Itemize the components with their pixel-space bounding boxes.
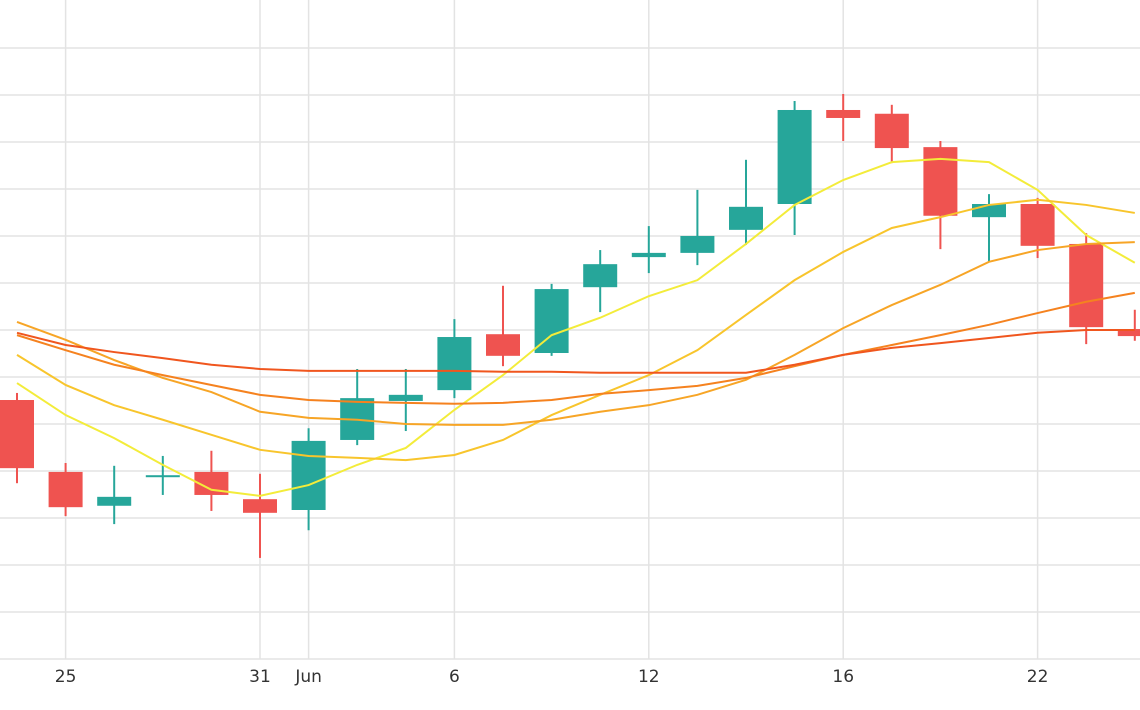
moving-average-line [16,328,1135,374]
candle-body [194,471,229,495]
moving-average-line [16,198,1135,462]
candle-body [1117,329,1140,337]
candle-body [680,235,715,253]
candle-body [243,499,277,513]
candle-body [583,264,618,288]
candle-body [97,496,132,506]
x-tick-label: 25 [55,667,77,687]
candle-body [145,475,180,478]
candle-body [291,440,326,510]
x-tick-label: 16 [832,667,854,687]
candle-body [388,394,423,401]
candle-body [48,471,83,508]
x-tick-label: 12 [638,667,660,687]
candle-body [826,109,861,118]
candle-body [486,334,520,356]
candle-body [0,400,34,469]
candle-body [1020,203,1055,246]
candle-body [777,109,812,204]
moving-average-line [16,241,1135,426]
candle-body [437,337,472,391]
candle-body [534,289,569,354]
x-tick-label: 31 [249,667,271,687]
moving-average-line [16,291,1135,405]
x-tick-label: 6 [449,667,460,687]
x-tick-label: 22 [1027,667,1049,687]
moving-average-line [16,157,1136,497]
candle-body [631,252,666,258]
candle-body [1069,243,1104,328]
x-tick-label: Jun [294,667,322,687]
candle-body [729,206,763,230]
candle-body [874,113,909,149]
candle-body [923,147,958,216]
candle-body [972,203,1006,218]
